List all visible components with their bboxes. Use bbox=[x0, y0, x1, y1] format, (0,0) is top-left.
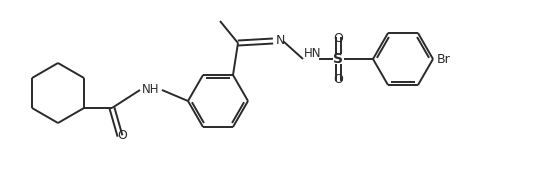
Text: N: N bbox=[276, 33, 285, 46]
Text: O: O bbox=[117, 129, 127, 142]
Text: O: O bbox=[333, 32, 343, 45]
Text: NH: NH bbox=[142, 83, 160, 95]
Text: HN: HN bbox=[304, 47, 322, 60]
Text: O: O bbox=[333, 73, 343, 86]
Text: Br: Br bbox=[437, 52, 451, 65]
Text: S: S bbox=[333, 52, 343, 66]
